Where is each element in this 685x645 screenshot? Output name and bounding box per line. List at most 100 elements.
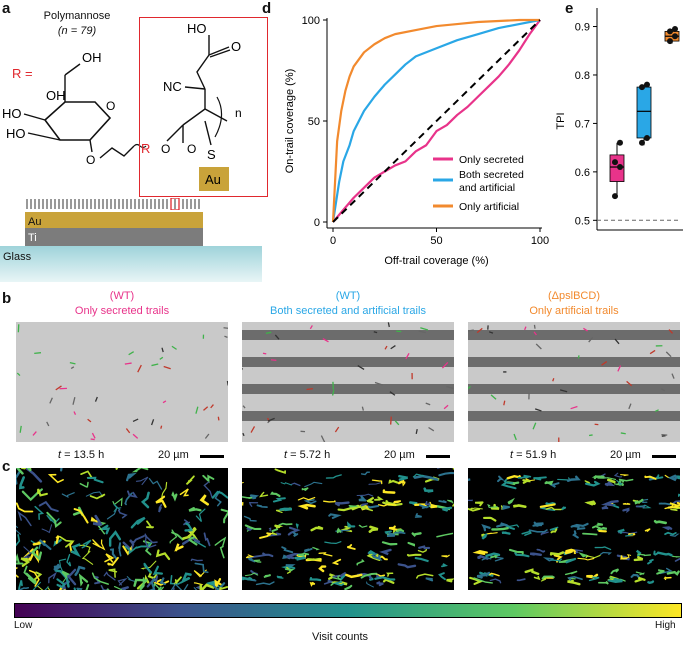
bacterium-mark: [128, 351, 135, 356]
trajectory-mark: [656, 569, 665, 575]
y-tick-label: 0.6: [575, 167, 590, 179]
bacterium-mark: [390, 344, 396, 350]
legend-label: and artificial: [459, 182, 515, 194]
trajectory-mark: [90, 516, 101, 525]
trajectory-mark: [146, 520, 155, 529]
trajectory-mark: [549, 551, 565, 556]
trajectory-mark: [193, 569, 207, 578]
box-point: [612, 159, 618, 166]
trajectory-mark: [500, 481, 517, 490]
trajectory-mark: [179, 488, 189, 497]
bacterium-mark: [331, 390, 335, 396]
trajectory-mark: [194, 562, 209, 574]
trajectory-mark: [358, 524, 368, 528]
trajectory-mark: [411, 532, 422, 538]
bacterium-mark: [159, 356, 164, 360]
trajectory-mark: [286, 566, 291, 574]
series-line-only-secreted: [332, 19, 541, 223]
bacterium-mark: [614, 338, 620, 345]
bacterium-mark: [583, 327, 588, 332]
bacterium-mark: [533, 324, 536, 329]
bacterium-mark: [150, 419, 155, 426]
heatmap-only-artificial: [468, 468, 680, 590]
mannose-structure: R = OH OH HO HO O O: [2, 50, 147, 167]
trajectory-mark: [171, 491, 178, 502]
trajectory-mark: [85, 491, 104, 497]
trajectory-mark: [284, 568, 295, 572]
bacterium-mark: [570, 405, 578, 410]
bacterium-mark: [132, 433, 139, 439]
trajectory-mark: [468, 499, 473, 502]
trajectory-mark: [610, 568, 620, 575]
trajectory-mark: [336, 527, 342, 534]
bacterium-mark: [665, 351, 672, 358]
bacterium-mark: [16, 372, 21, 377]
scale-bar-2: [426, 455, 450, 458]
trajectory-mark: [190, 558, 203, 562]
trajectory-mark: [170, 583, 189, 590]
trajectory-mark: [382, 578, 395, 584]
trajectory-mark: [24, 468, 43, 483]
trajectory-mark: [360, 507, 373, 512]
bacterium-mark: [588, 434, 593, 437]
polymer-title: Polymannose: [43, 10, 111, 22]
trajectory-mark: [367, 504, 380, 509]
trajectory-mark: [344, 584, 353, 590]
bacterium-mark: [242, 432, 245, 437]
trajectory-mark: [599, 551, 612, 556]
y-axis-label: TPI: [555, 112, 567, 129]
trajectory-mark: [656, 551, 673, 557]
trajectory-mark: [323, 500, 336, 503]
bacterium-mark: [125, 428, 131, 434]
trajectory-mark: [332, 572, 347, 578]
trajectory-mark: [522, 479, 531, 484]
polymer-brush-ticks: [26, 198, 200, 210]
trajectory-mark: [374, 576, 396, 581]
trajectory-mark: [60, 468, 63, 472]
trajectory-mark: [591, 474, 605, 480]
bacterium-mark: [217, 416, 220, 421]
trajectory-mark: [644, 475, 657, 480]
box-point: [672, 25, 678, 32]
bacterium-mark: [137, 364, 142, 373]
trajectory-mark: [248, 502, 259, 507]
bacterium-mark: [124, 362, 132, 365]
trajectory-mark: [393, 500, 402, 504]
trajectory-mark: [572, 530, 579, 539]
trajectory-mark: [368, 550, 376, 555]
trajectory-mark: [135, 476, 149, 486]
trajectory-mark: [585, 554, 601, 559]
o-ring-label: O: [106, 99, 115, 113]
trajectory-mark: [423, 487, 434, 493]
trajectory-mark: [469, 576, 484, 586]
trajectory-mark: [16, 468, 32, 475]
trajectory-mark: [334, 501, 350, 507]
trajectory-mark: [37, 488, 48, 497]
trajectory-mark: [148, 478, 163, 490]
trajectory-mark: [79, 544, 91, 553]
o-link-label: O: [86, 153, 95, 167]
trajectory-mark: [428, 501, 438, 509]
trajectory-mark: [285, 564, 296, 567]
box-point: [672, 33, 678, 40]
ti-layer: Ti: [25, 228, 203, 246]
trajectory-mark: [417, 547, 428, 553]
trajectory-mark: [195, 508, 206, 522]
trajectory-mark: [418, 545, 431, 550]
trajectory-mark: [597, 527, 608, 532]
y-tick-label: 50: [308, 116, 320, 128]
trajectory-mark: [130, 516, 146, 529]
trajectory-mark: [242, 496, 253, 499]
trajectory-mark: [41, 524, 53, 534]
oh-top-label: OH: [82, 50, 102, 65]
x-tick-label: 0: [330, 235, 336, 247]
y-axis-label: On-trail coverage (%): [284, 69, 296, 174]
trajectory-mark: [597, 477, 617, 480]
trajectory-mark: [144, 534, 157, 549]
trajectory-mark: [356, 493, 374, 497]
trajectory-mark: [78, 573, 89, 587]
trajectory-mark: [17, 587, 30, 590]
trajectory-mark: [536, 548, 546, 553]
heatmap-only-secreted: [16, 468, 228, 590]
box-point: [644, 81, 650, 88]
